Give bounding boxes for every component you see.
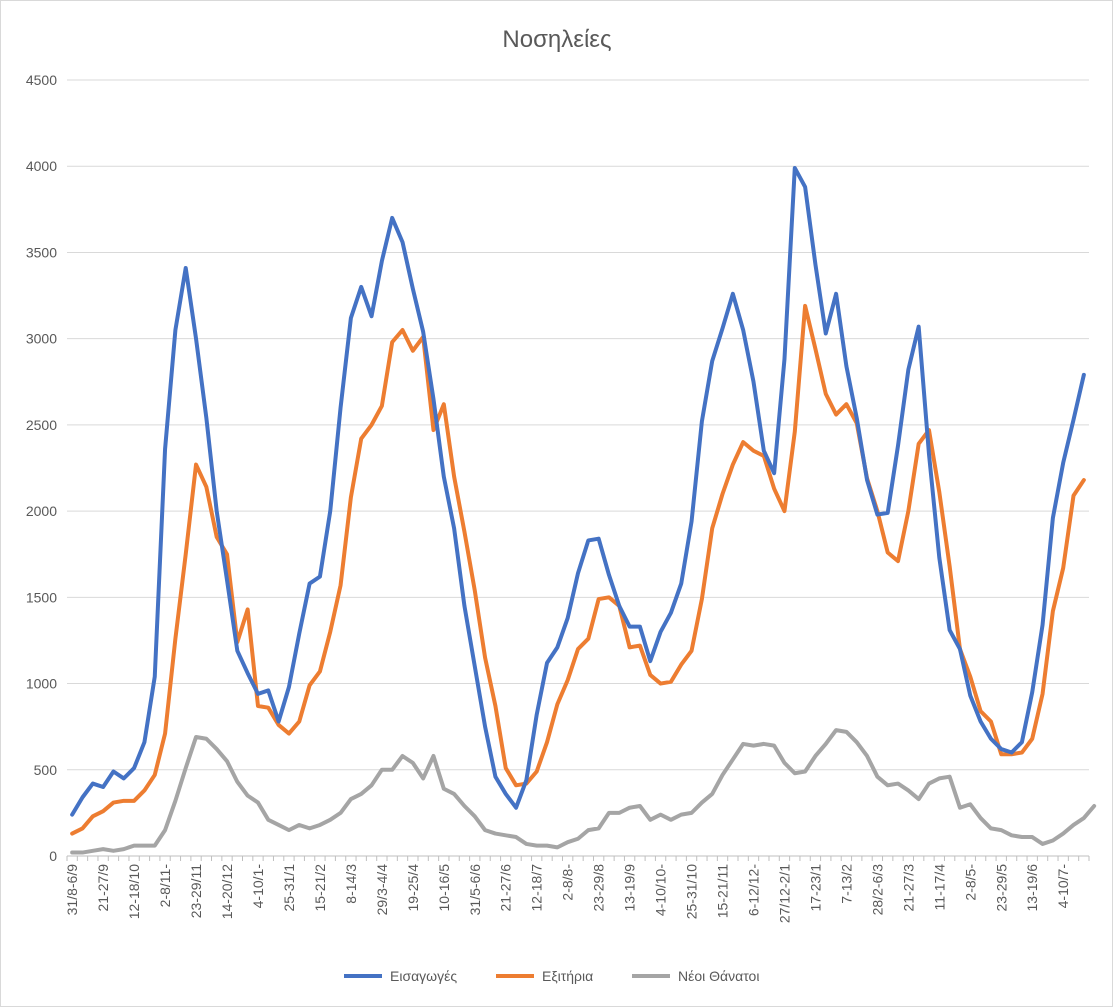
x-tick-label: 15-21/2 [312, 864, 328, 912]
x-tick-label: 25-31/10 [684, 864, 700, 919]
x-tick-label: 2-8/8- [560, 864, 576, 901]
y-tick-label: 1000 [26, 676, 57, 692]
x-tick-label: 11-17/4 [931, 864, 947, 911]
x-tick-label: 25-31/1 [281, 864, 297, 912]
x-tick-label: 6-12/12- [745, 864, 761, 916]
y-tick-label: 4000 [26, 158, 57, 174]
x-tick-label: 23-29/8 [591, 864, 607, 912]
y-tick-label: 3500 [26, 244, 57, 260]
x-tick-label: 21-27/3 [900, 864, 916, 912]
series-lines [70, 165, 1097, 855]
legend-label: Εισαγωγές [390, 968, 457, 984]
y-tick-label: 1500 [26, 589, 57, 605]
x-tick-label: 23-29/11 [188, 864, 204, 918]
x-tick-label: 14-20/12 [219, 864, 235, 919]
y-tick-label: 2500 [26, 417, 57, 433]
x-tick-label: 31/5-6/6 [467, 864, 483, 916]
series-line [70, 165, 1086, 817]
chart-title: Νοσηλείες [502, 26, 611, 53]
x-tick-label: 19-25/4 [405, 864, 421, 912]
y-tick-label: 0 [49, 848, 57, 864]
x-tick-label: 29/3-4/4 [374, 864, 390, 916]
x-tick-label: 12-18/10 [126, 864, 142, 919]
legend-label: Εξιτήρια [542, 968, 593, 984]
x-tick-label: 10-16/5 [436, 864, 452, 912]
x-tick-label: 23-29/5 [993, 864, 1009, 912]
y-tick-label: 3000 [26, 331, 57, 347]
legend-label: Νέοι Θάνατοι [678, 968, 759, 984]
x-tick-label: 13-19/6 [1024, 864, 1040, 912]
y-tick-label: 500 [34, 762, 58, 778]
x-tick-label: 28/2-6/3 [869, 864, 885, 916]
x-tick-label: 4-10/7- [1055, 864, 1071, 909]
series-line [70, 303, 1086, 836]
x-tick-label: 4-10/10- [653, 864, 669, 916]
gridlines [67, 79, 1089, 771]
legend: Εισαγωγές Εξιτήρια Νέοι Θάνατοι [344, 968, 759, 984]
x-tick-label: 17-23/1 [807, 864, 823, 912]
x-tick-label: 2-8/11- [157, 864, 173, 908]
x-tick-label: 2-8/5- [962, 864, 978, 901]
x-tick-label: 27/12-2/1 [776, 864, 792, 923]
x-tick-label: 21-27/9 [95, 864, 111, 912]
x-tick-label: 13-19/9 [622, 864, 638, 912]
x-tick-label: 8-14/3 [343, 864, 359, 904]
x-tick-label: 12-18/7 [529, 864, 545, 912]
y-tick-label: 2000 [26, 503, 57, 519]
x-tick-label: 15-21/11 [715, 864, 731, 918]
x-tick-label: 7-13/2 [838, 864, 854, 904]
x-tick-label: 21-27/6 [498, 864, 514, 912]
x-tick-label: 31/8-6/9 [64, 864, 80, 916]
y-axis-tick-labels: 0 500 1000 1500 2000 2500 3000 3500 4000 4500 [26, 72, 57, 864]
x-axis: 31/8-6/9 21-27/9 12-18/10 2-8/11- 23-29/11 14… [64, 855, 1090, 923]
x-tick-label: 4-10/1- [250, 864, 266, 909]
y-tick-label: 4500 [26, 72, 57, 88]
series-line [70, 728, 1097, 855]
